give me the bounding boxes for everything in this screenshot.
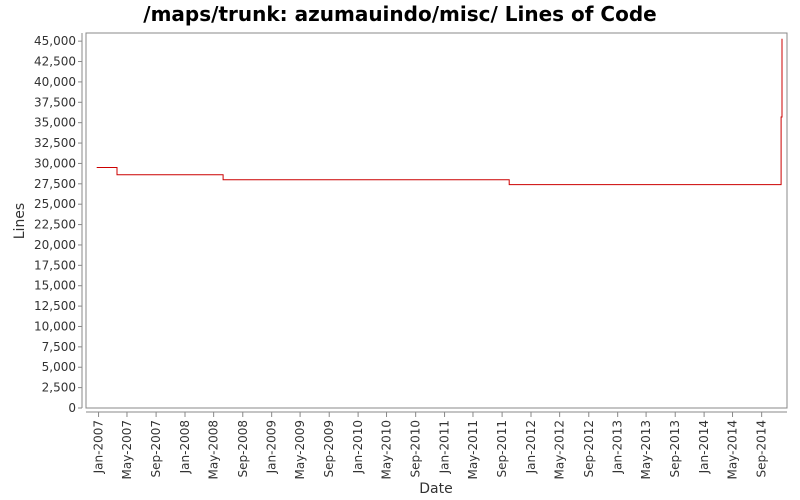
y-tick-label: 2,500	[42, 381, 76, 395]
x-tick-label: Jan-2010	[351, 420, 365, 474]
y-tick-label: 42,500	[34, 55, 76, 69]
x-axis-label: Date	[419, 481, 452, 497]
y-axis-ticks: 0 2,500 5,000 7,500 10,000 12,500 15,000 17,500…	[34, 34, 82, 415]
y-tick-label: 27,500	[34, 177, 76, 191]
y-tick-label: 10,000	[34, 319, 76, 333]
x-tick-label: May-2009	[293, 420, 307, 479]
y-tick-label: 25,000	[34, 197, 76, 211]
x-tick-label: May-2014	[726, 420, 740, 479]
y-tick-label: 7,500	[42, 340, 76, 354]
x-tick-label: May-2011	[466, 420, 480, 479]
x-tick-label: Jan-2012	[524, 420, 538, 474]
x-tick-label: Jan-2013	[611, 420, 625, 474]
x-tick-label: Jan-2011	[438, 420, 452, 474]
x-tick-label: May-2007	[120, 420, 134, 479]
y-tick-label: 0	[68, 401, 76, 415]
y-tick-label: 12,500	[34, 299, 76, 313]
x-tick-label: May-2008	[207, 420, 221, 479]
series-line-lines-of-code	[96, 38, 783, 186]
y-tick-label: 5,000	[42, 360, 76, 374]
series-group	[96, 38, 783, 186]
x-tick-label: Sep-2007	[149, 420, 163, 478]
y-tick-label: 37,500	[34, 95, 76, 109]
x-tick-label: May-2010	[380, 420, 394, 479]
x-tick-label: Sep-2012	[582, 420, 596, 478]
y-tick-label: 40,000	[34, 75, 76, 89]
y-tick-label: 22,500	[34, 218, 76, 232]
x-tick-label: Sep-2009	[322, 420, 336, 478]
y-tick-label: 32,500	[34, 136, 76, 150]
x-tick-label: May-2012	[553, 420, 567, 479]
x-tick-label: Sep-2008	[236, 420, 250, 478]
y-axis-label: Lines	[12, 203, 28, 239]
y-tick-label: 20,000	[34, 238, 76, 252]
x-tick-label: Jan-2014	[697, 420, 711, 474]
x-tick-label: Jan-2008	[178, 420, 192, 474]
x-tick-label: Sep-2011	[495, 420, 509, 478]
x-tick-label: Sep-2010	[409, 420, 423, 478]
plot-area	[85, 32, 788, 409]
x-tick-label: May-2013	[639, 420, 653, 479]
y-tick-label: 35,000	[34, 116, 76, 130]
y-tick-label: 30,000	[34, 156, 76, 170]
x-tick-label: Sep-2013	[668, 420, 682, 478]
x-axis-ticks: Jan-2007 May-2007 Sep-2007 Jan-2008 May-2008…	[92, 412, 769, 479]
x-tick-label: Jan-2007	[92, 420, 106, 474]
x-tick-label: Jan-2009	[265, 420, 279, 474]
y-tick-label: 15,000	[34, 279, 76, 293]
x-tick-label: Sep-2014	[755, 420, 769, 478]
y-tick-label: 17,500	[34, 258, 76, 272]
y-tick-label: 45,000	[34, 34, 76, 48]
chart-title: /maps/trunk: azumauindo/misc/ Lines of C…	[143, 2, 657, 26]
